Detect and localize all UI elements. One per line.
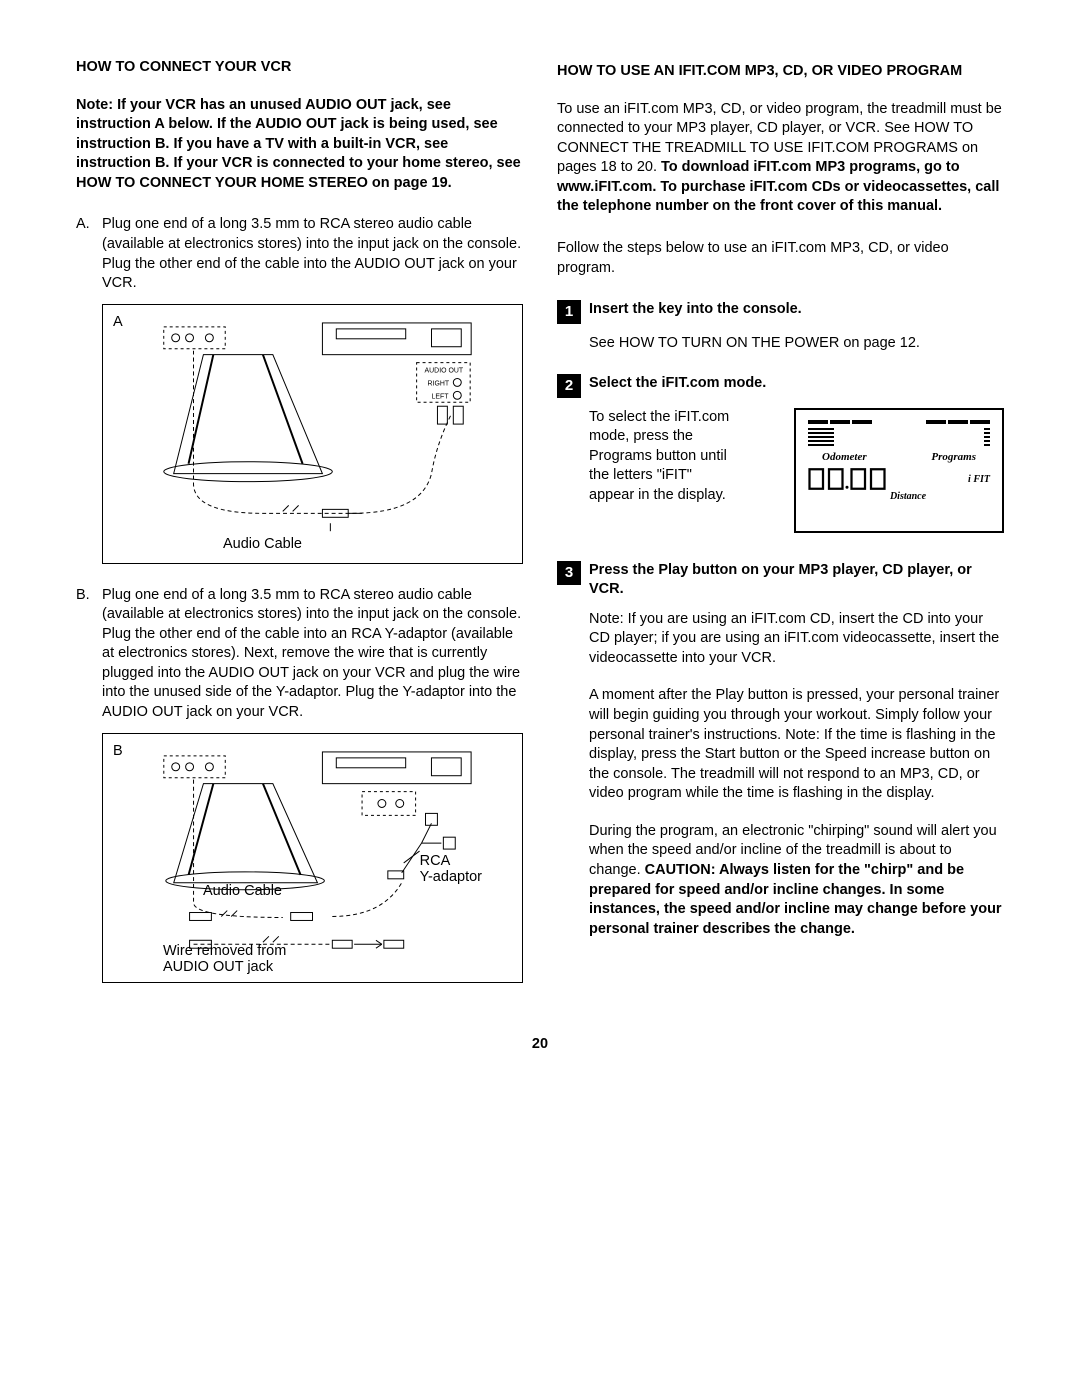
two-column-layout: HOW TO CONNECT YOUR VCR Note: If your VC… (76, 58, 1004, 1005)
figure-a-audio-cable-label: Audio Cable (223, 535, 302, 555)
display-programs-label: Programs (931, 450, 976, 465)
step-2-text: To select the iFIT.com mode, press the P… (589, 408, 739, 506)
step-2-number: 2 (557, 374, 581, 398)
step-3-body: Note: If you are using an iFIT.com CD, i… (589, 610, 1004, 939)
figure-a-label: A (113, 313, 123, 333)
display-dash-top (808, 420, 990, 424)
figure-b-audio-cable-label: Audio Cable (203, 882, 282, 902)
console-display-panel: Odometer Programs i FIT (794, 408, 1004, 533)
step-3-p1: Note: If you are using an iFIT.com CD, i… (589, 610, 1004, 669)
display-distance-label: Distance (826, 490, 990, 504)
step-2-body: Odometer Programs i FIT (589, 408, 1004, 541)
step-3-number: 3 (557, 561, 581, 585)
step-3: 3 Press the Play button on your MP3 play… (557, 561, 1004, 600)
step-2-title: Select the iFIT.com mode. (589, 374, 766, 394)
step-2: 2 Select the iFIT.com mode. (557, 374, 1004, 398)
figure-b-rca-label: RCA (420, 854, 482, 870)
display-digits (808, 466, 898, 492)
step-1: 1 Insert the key into the console. (557, 300, 1004, 324)
step-1-text: See HOW TO TURN ON THE POWER on page 12. (589, 334, 1004, 354)
figure-a: A AUDIO OUT RIGHT LEFT (102, 304, 523, 564)
step-3-title: Press the Play button on your MP3 player… (589, 561, 1004, 600)
step-1-body: See HOW TO TURN ON THE POWER on page 12. (589, 334, 1004, 354)
right-intro: To use an iFIT.com MP3, CD, or video pro… (557, 100, 1004, 217)
instruction-a-text: Plug one end of a long 3.5 mm to RCA ste… (102, 215, 523, 293)
step-3-p3: During the program, an electronic "chirp… (589, 822, 1004, 939)
step-1-number: 1 (557, 300, 581, 324)
display-bars (808, 428, 990, 446)
right-follow: Follow the steps below to use an iFIT.co… (557, 239, 1004, 278)
page-number: 20 (76, 1035, 1004, 1055)
left-heading: HOW TO CONNECT YOUR VCR (76, 58, 523, 78)
seven-segment-icon (808, 466, 898, 492)
figA-audioout-label: AUDIO OUT (425, 367, 464, 374)
figure-b-yadaptor-label: Y-adaptor (420, 870, 482, 886)
figA-left-label: LEFT (431, 393, 449, 400)
vcr-note: Note: If your VCR has an unused AUDIO OU… (76, 96, 523, 194)
instruction-b: B. Plug one end of a long 3.5 mm to RCA … (76, 586, 523, 723)
figure-b-rca-group: RCA Y-adaptor (420, 854, 482, 886)
step-1-title: Insert the key into the console. (589, 300, 802, 320)
figure-b-wire-label: Wire removed from AUDIO OUT jack (163, 944, 286, 976)
right-column: HOW TO USE AN IFIT.COM MP3, CD, OR VIDEO… (557, 58, 1004, 1005)
figA-right-label: RIGHT (428, 380, 450, 387)
left-column: HOW TO CONNECT YOUR VCR Note: If your VC… (76, 58, 523, 1005)
instruction-a-letter: A. (76, 215, 102, 293)
display-odometer-label: Odometer (822, 450, 867, 465)
instruction-a: A. Plug one end of a long 3.5 mm to RCA … (76, 215, 523, 293)
display-ifit-label: i FIT (968, 473, 990, 487)
right-heading: HOW TO USE AN IFIT.COM MP3, CD, OR VIDEO… (557, 62, 1004, 82)
figure-a-diagram: AUDIO OUT RIGHT LEFT (117, 315, 508, 553)
step-3-p2: A moment after the Play button is presse… (589, 686, 1004, 803)
figure-b-label: B (113, 742, 123, 762)
step-3-p3-bold: CAUTION: Always listen for the "chirp" a… (589, 862, 1002, 937)
figure-b: B (102, 733, 523, 983)
display-odprog: Odometer Programs (822, 450, 976, 465)
instruction-b-letter: B. (76, 586, 102, 723)
instruction-b-text: Plug one end of a long 3.5 mm to RCA ste… (102, 586, 523, 723)
display-digits-row: i FIT (808, 466, 990, 492)
